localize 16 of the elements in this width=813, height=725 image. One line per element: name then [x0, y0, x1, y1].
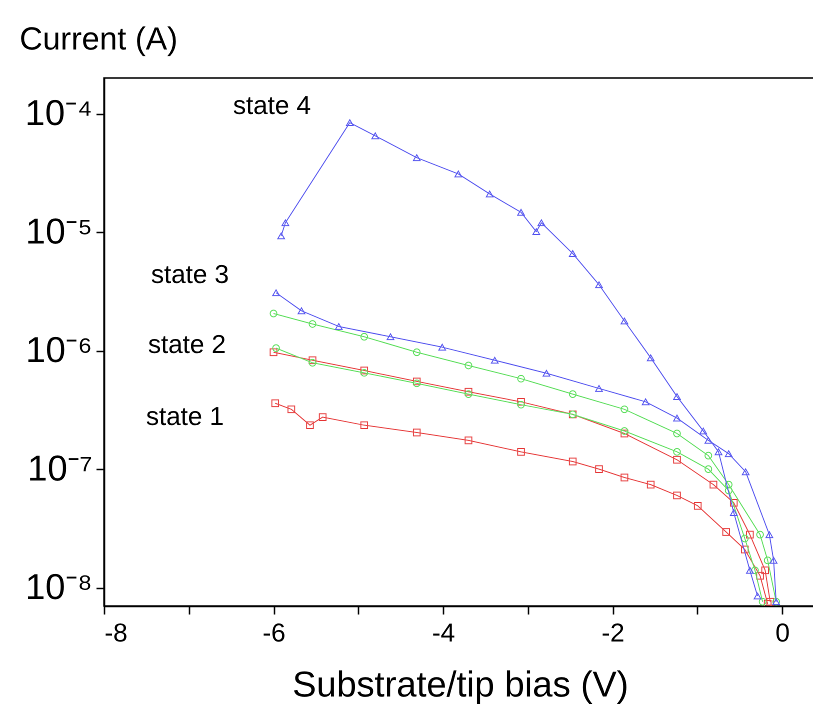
- x-axis-title: Substrate/tip bias (V): [292, 664, 629, 704]
- y-tick-label: 10⁻⁵: [26, 210, 92, 252]
- x-tick-label: -4: [432, 618, 456, 648]
- x-tick-label: -2: [602, 618, 625, 648]
- annotation: state 4: [232, 90, 312, 120]
- y-axis-title: Current (A): [20, 20, 178, 56]
- y-tick-label: 10⁻⁷: [27, 448, 92, 489]
- annotation: state 2: [148, 329, 226, 359]
- annotation: state 3: [150, 259, 230, 289]
- x-tick-label: 0: [775, 618, 790, 648]
- y-tick-label: 10⁻⁴: [24, 92, 92, 134]
- x-tick-label: -8: [104, 618, 128, 648]
- annotation: state 1: [146, 401, 224, 431]
- x-tick-label: -6: [262, 618, 286, 648]
- y-tick-label: 10⁻⁸: [25, 566, 92, 608]
- y-tick-label: 10⁻⁶: [26, 329, 92, 370]
